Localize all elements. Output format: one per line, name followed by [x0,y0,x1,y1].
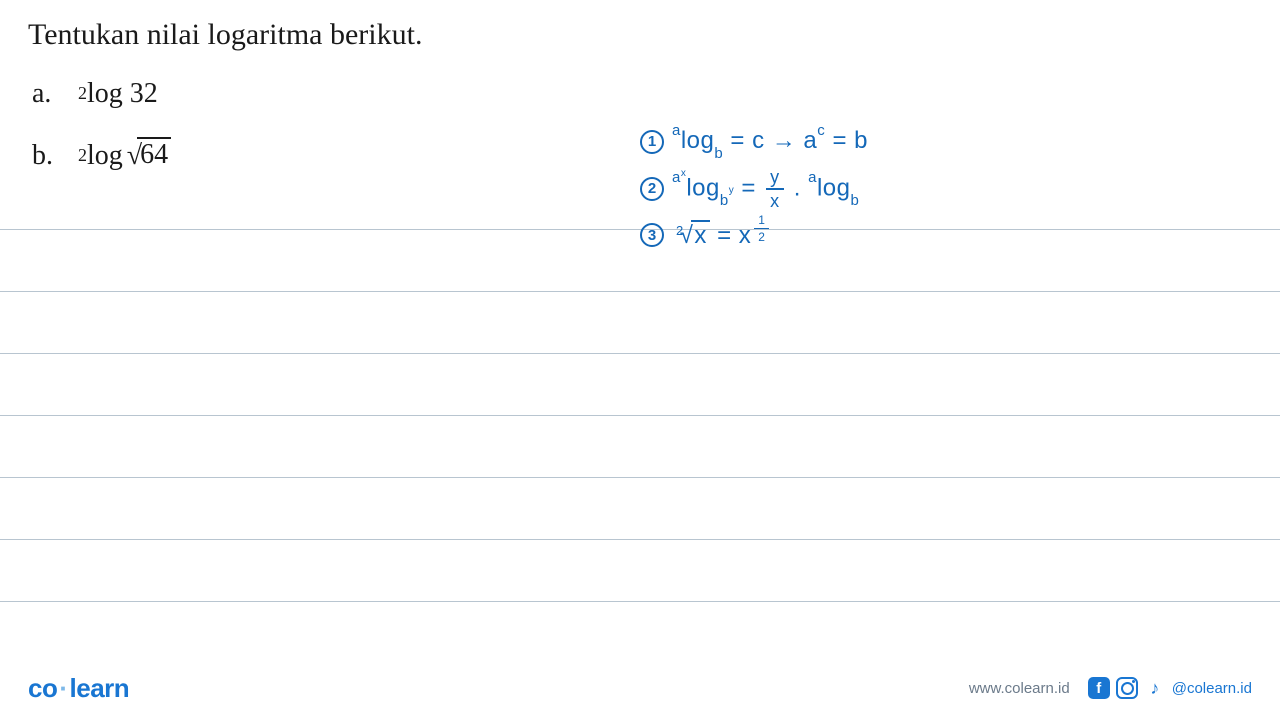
tiktok-icon: ♪ [1144,677,1166,699]
footer-right: www.colearn.id f ♪ @colearn.id [969,677,1252,699]
social-handle: @colearn.id [1172,680,1252,697]
problem-a-expression: 2log 32 [78,78,158,110]
note-3: 3 2 √ x = x12 [640,220,868,251]
note-1: 1 alogb = c → ac = b [640,126,868,158]
website-url: www.colearn.id [969,680,1070,697]
footer: co·learn www.colearn.id f ♪ @colearn.id [0,656,1280,720]
handwritten-notes: 1 alogb = c → ac = b 2 axlogby = yx . al… [640,126,868,261]
note-1-number: 1 [640,130,664,154]
note-2: 2 axlogby = yx . alogb [640,168,868,210]
page-title: Tentukan nilai logaritma berikut. [28,18,1252,52]
sqrt-expression: √ 64 [127,138,171,172]
social-icons: f ♪ @colearn.id [1088,677,1252,699]
instagram-icon [1116,677,1138,699]
note-3-number: 3 [640,223,664,247]
problem-b-expression: 2log √ 64 [78,138,171,172]
logo: co·learn [28,673,129,704]
facebook-icon: f [1088,677,1110,699]
problem-b-label: b. [32,140,78,172]
problem-a: a. 2log 32 [32,78,1252,110]
problem-a-label: a. [32,78,78,110]
note-2-number: 2 [640,177,664,201]
